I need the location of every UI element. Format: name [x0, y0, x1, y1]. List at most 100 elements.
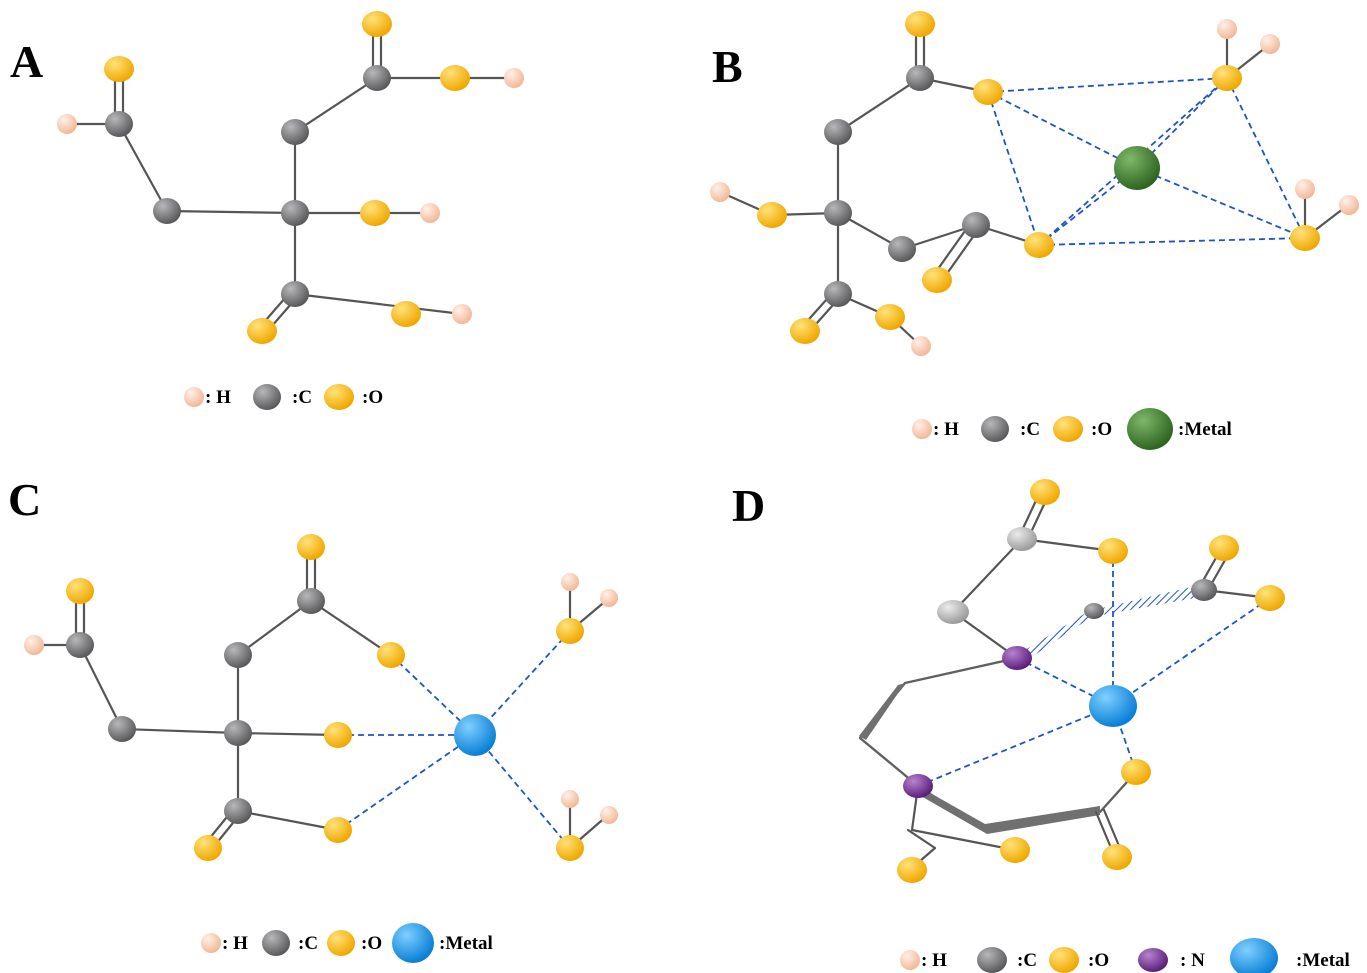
hydrogen-atom — [1260, 34, 1280, 54]
legend-metal-label: :Metal — [439, 933, 493, 954]
carbon-atom — [281, 119, 309, 145]
carbon-atom — [824, 281, 852, 307]
panel-c-letter: C — [8, 474, 41, 525]
oxygen-atom — [905, 11, 935, 37]
carbon-atom — [1007, 527, 1037, 551]
legend-oxygen-swatch — [1049, 947, 1079, 973]
legend-nitrogen-label: : N — [1180, 950, 1205, 971]
legend-carbon-label: :C — [298, 933, 318, 954]
panel-b-atoms — [710, 11, 1359, 356]
carbon-atom — [105, 111, 133, 137]
legend-metal-swatch — [1127, 408, 1173, 450]
oxygen-atom — [922, 267, 952, 293]
oxygen-atom — [1255, 585, 1285, 611]
legend-carbon-label: :C — [1020, 419, 1040, 440]
hydrogen-atom — [1295, 179, 1315, 199]
panel-d-ring — [858, 656, 1137, 834]
legend-carbon-swatch — [262, 930, 290, 956]
oxygen-atom — [1102, 844, 1132, 870]
panel-b-bonds — [718, 22, 1350, 348]
panel-a-letter: A — [10, 36, 43, 87]
panel-c-coordination-bonds — [337, 630, 571, 849]
hydrogen-atom — [600, 589, 618, 607]
panel-c: C — [8, 474, 618, 963]
carbon-atom — [297, 588, 325, 614]
legend-hydrogen-label: : H — [222, 933, 248, 954]
legend-metal-swatch — [392, 923, 434, 963]
carbon-atom — [824, 119, 852, 145]
legend-oxygen-label: :O — [361, 933, 382, 954]
oxygen-atom — [1000, 837, 1030, 863]
oxygen-atom — [194, 835, 222, 861]
oxygen-atom — [362, 11, 392, 37]
panel-d: D — [732, 479, 1350, 973]
panel-d-letter: D — [732, 480, 765, 531]
carbon-atom — [224, 720, 252, 746]
hatched-wedge-bond — [1017, 608, 1096, 664]
hydrogen-atom — [911, 336, 931, 356]
carbon-atom — [66, 632, 94, 658]
panel-b-letter: B — [712, 41, 743, 92]
panel-a-atoms — [57, 11, 524, 344]
oxygen-atom — [897, 857, 927, 883]
oxygen-atom — [440, 65, 470, 91]
legend-hydrogen-swatch — [900, 950, 920, 970]
water-oxygen-atom — [556, 835, 584, 861]
panel-c-legend: : H :C :O :Metal — [201, 923, 493, 963]
oxygen-atom — [297, 534, 325, 560]
panel-a-legend: : H :C :O — [184, 384, 383, 410]
hydrogen-atom — [710, 182, 730, 202]
carbon-atom — [962, 212, 990, 238]
legend-hydrogen-label: : H — [205, 387, 231, 408]
oxygen-atom — [757, 202, 787, 228]
legend-hydrogen-label: : H — [933, 419, 959, 440]
carbon-atom — [1191, 579, 1217, 601]
oxygen-atom — [1024, 232, 1054, 258]
legend-nitrogen-swatch — [1138, 948, 1168, 972]
panel-d-atoms — [897, 479, 1285, 883]
oxygen-atom — [247, 318, 277, 344]
panel-d-legend: : H :C :O : N :Metal — [900, 938, 1350, 973]
panel-c-atoms — [24, 534, 618, 861]
hatched-wedge-bond — [1094, 584, 1206, 616]
hydrogen-atom — [452, 304, 472, 324]
oxygen-atom — [1209, 535, 1239, 561]
nitrogen-atom — [1002, 646, 1032, 670]
nitrogen-atom — [903, 774, 933, 798]
oxygen-atom — [66, 578, 94, 604]
oxygen-atom — [360, 200, 390, 226]
oxygen-atom — [324, 817, 352, 843]
hydrogen-atom — [504, 68, 524, 88]
carbon-atom — [937, 600, 969, 624]
legend-oxygen-label: :O — [362, 387, 383, 408]
legend-carbon-swatch — [981, 416, 1009, 442]
hydrogen-atom — [561, 790, 579, 808]
water-oxygen-atom — [1212, 65, 1242, 91]
metal-ion — [1089, 685, 1137, 727]
carbon-atom — [224, 642, 252, 668]
hydrogen-atom — [561, 573, 579, 591]
legend-carbon-label: :C — [1017, 950, 1037, 971]
legend-metal-swatch — [1230, 938, 1278, 973]
legend-oxygen-label: :O — [1088, 950, 1109, 971]
legend-carbon-swatch — [253, 384, 281, 410]
carbon-atom — [824, 200, 852, 226]
oxygen-atom — [973, 79, 1003, 105]
legend-metal-label: :Metal — [1178, 419, 1232, 440]
hydrogen-atom — [57, 114, 77, 134]
metal-ion — [454, 714, 496, 756]
carbon-atom — [108, 716, 136, 742]
legend-hydrogen-label: : H — [921, 950, 947, 971]
carbon-atom — [1084, 603, 1104, 619]
carbon-atom — [906, 65, 934, 91]
oxygen-atom — [377, 642, 405, 668]
legend-oxygen-label: :O — [1091, 419, 1112, 440]
hydrogen-atom — [420, 203, 440, 223]
hydrogen-atom — [600, 806, 618, 824]
panel-a: A — [10, 11, 524, 410]
hydrogen-atom — [24, 635, 44, 655]
panel-d-coordination-bonds — [917, 551, 1271, 787]
legend-carbon-swatch — [977, 947, 1007, 973]
hydrogen-atom — [1339, 195, 1359, 215]
oxygen-atom — [104, 56, 134, 82]
